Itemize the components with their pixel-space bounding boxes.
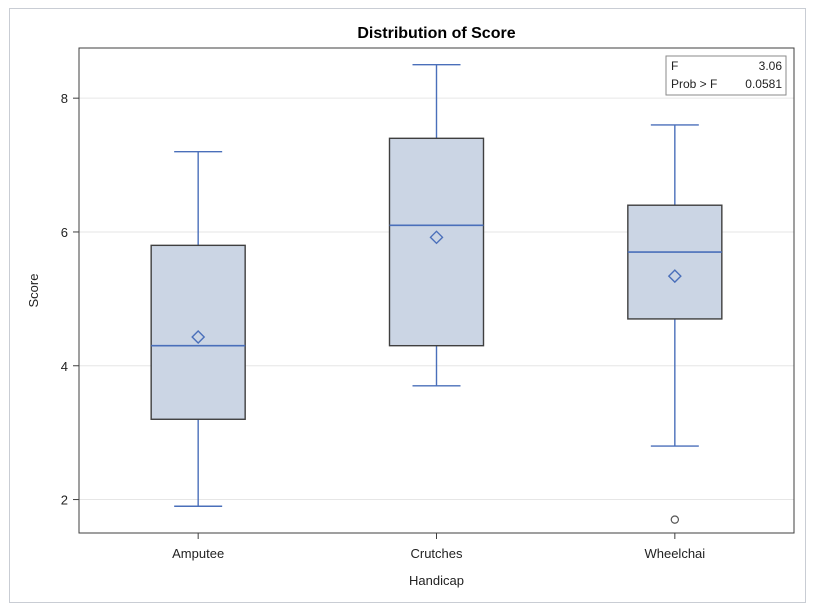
box-iqr <box>150 244 246 420</box>
y-tick-label: 4 <box>61 359 68 374</box>
stats-prob-label: Prob > F <box>671 77 717 91</box>
stats-inset-box <box>665 55 787 96</box>
stats-inset: F 3.06 Prob > F 0.0581 <box>665 55 787 96</box>
box-group <box>150 150 246 507</box>
box-iqr <box>627 204 723 320</box>
box-group <box>388 64 485 387</box>
boxes-layer <box>150 64 723 524</box>
stats-f-value: 3.06 <box>759 59 783 73</box>
chart-title: Distribution of Score <box>357 25 515 42</box>
ticks-layer: 2 4 6 8 Amputee Crutches Wheelchai <box>61 91 706 561</box>
x-tick-label: Amputee <box>172 546 224 561</box>
stats-f-label: F <box>671 59 678 73</box>
mean-marker <box>429 230 444 245</box>
x-tick-label: Wheelchai <box>644 546 705 561</box>
mean-marker <box>667 269 682 284</box>
stats-prob-value: 0.0581 <box>745 77 782 91</box>
outlier-point <box>670 515 680 524</box>
x-tick-label: Crutches <box>410 546 463 561</box>
x-axis-label: Handicap <box>409 573 464 588</box>
y-tick-label: 8 <box>61 91 68 106</box>
y-tick-label: 6 <box>61 225 68 240</box>
mean-marker <box>191 330 206 344</box>
box-iqr <box>388 137 485 347</box>
y-tick-label: 2 <box>61 493 68 508</box>
box-group <box>627 124 723 524</box>
y-axis-label: Score <box>26 274 41 308</box>
